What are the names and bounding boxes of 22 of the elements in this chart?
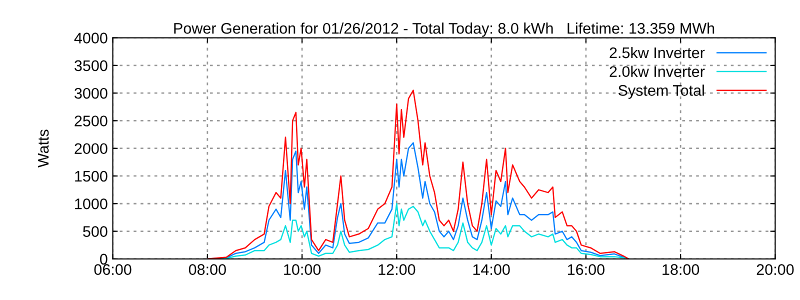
x-tick-label: 06:00 [94, 264, 132, 275]
y-tick-label: 4000 [74, 32, 108, 44]
x-tick-label: 18:00 [662, 264, 700, 275]
legend-label: 2.0kw Inverter [610, 66, 705, 78]
y-tick-label: 0 [100, 254, 108, 265]
x-tick-label: 20:00 [756, 264, 794, 275]
x-tick-label: 14:00 [473, 264, 510, 275]
y-tick-label: 500 [83, 226, 108, 237]
y-tick-label: 2000 [74, 143, 108, 154]
legend-label: System Total [618, 84, 704, 99]
x-tick-label: 10:00 [284, 264, 321, 275]
chart-title: Power Generation for 01/26/2012 - Total Today: 8.0 kWh Lifetime: 13.359 MWh [174, 22, 714, 37]
y-tick-label: 1500 [75, 170, 108, 182]
x-tick-label: 16:00 [568, 264, 604, 275]
x-tick-label: 12:00 [378, 264, 416, 275]
y-axis-title: Watts [38, 130, 49, 168]
y-tick-label: 1000 [75, 198, 108, 210]
y-tick-label: 3000 [74, 88, 108, 99]
x-tick-label: 08:00 [188, 264, 226, 275]
legend-label: 2.5kw Inverter [610, 46, 705, 58]
y-tick-label: 2500 [74, 116, 108, 126]
y-tick-label: 3500 [74, 60, 108, 72]
